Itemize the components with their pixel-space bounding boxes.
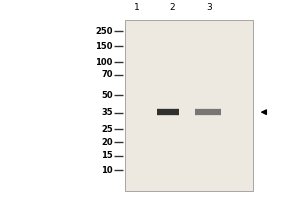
Text: 100: 100 bbox=[95, 58, 113, 67]
Text: 250: 250 bbox=[95, 27, 113, 36]
Text: 10: 10 bbox=[101, 166, 113, 175]
Text: 70: 70 bbox=[101, 70, 113, 79]
Bar bbox=[195, 108, 221, 116]
Text: 50: 50 bbox=[101, 91, 113, 100]
Text: 15: 15 bbox=[101, 151, 113, 160]
Text: 35: 35 bbox=[101, 108, 113, 117]
Text: 150: 150 bbox=[95, 42, 113, 51]
Bar bbox=[125, 20, 253, 191]
Text: 1: 1 bbox=[134, 3, 140, 12]
Bar bbox=[157, 108, 179, 116]
Text: 20: 20 bbox=[101, 138, 113, 147]
Text: 25: 25 bbox=[101, 125, 113, 134]
Bar bbox=[157, 109, 179, 115]
Text: 3: 3 bbox=[207, 3, 212, 12]
Text: 2: 2 bbox=[169, 3, 175, 12]
Bar bbox=[195, 109, 221, 115]
